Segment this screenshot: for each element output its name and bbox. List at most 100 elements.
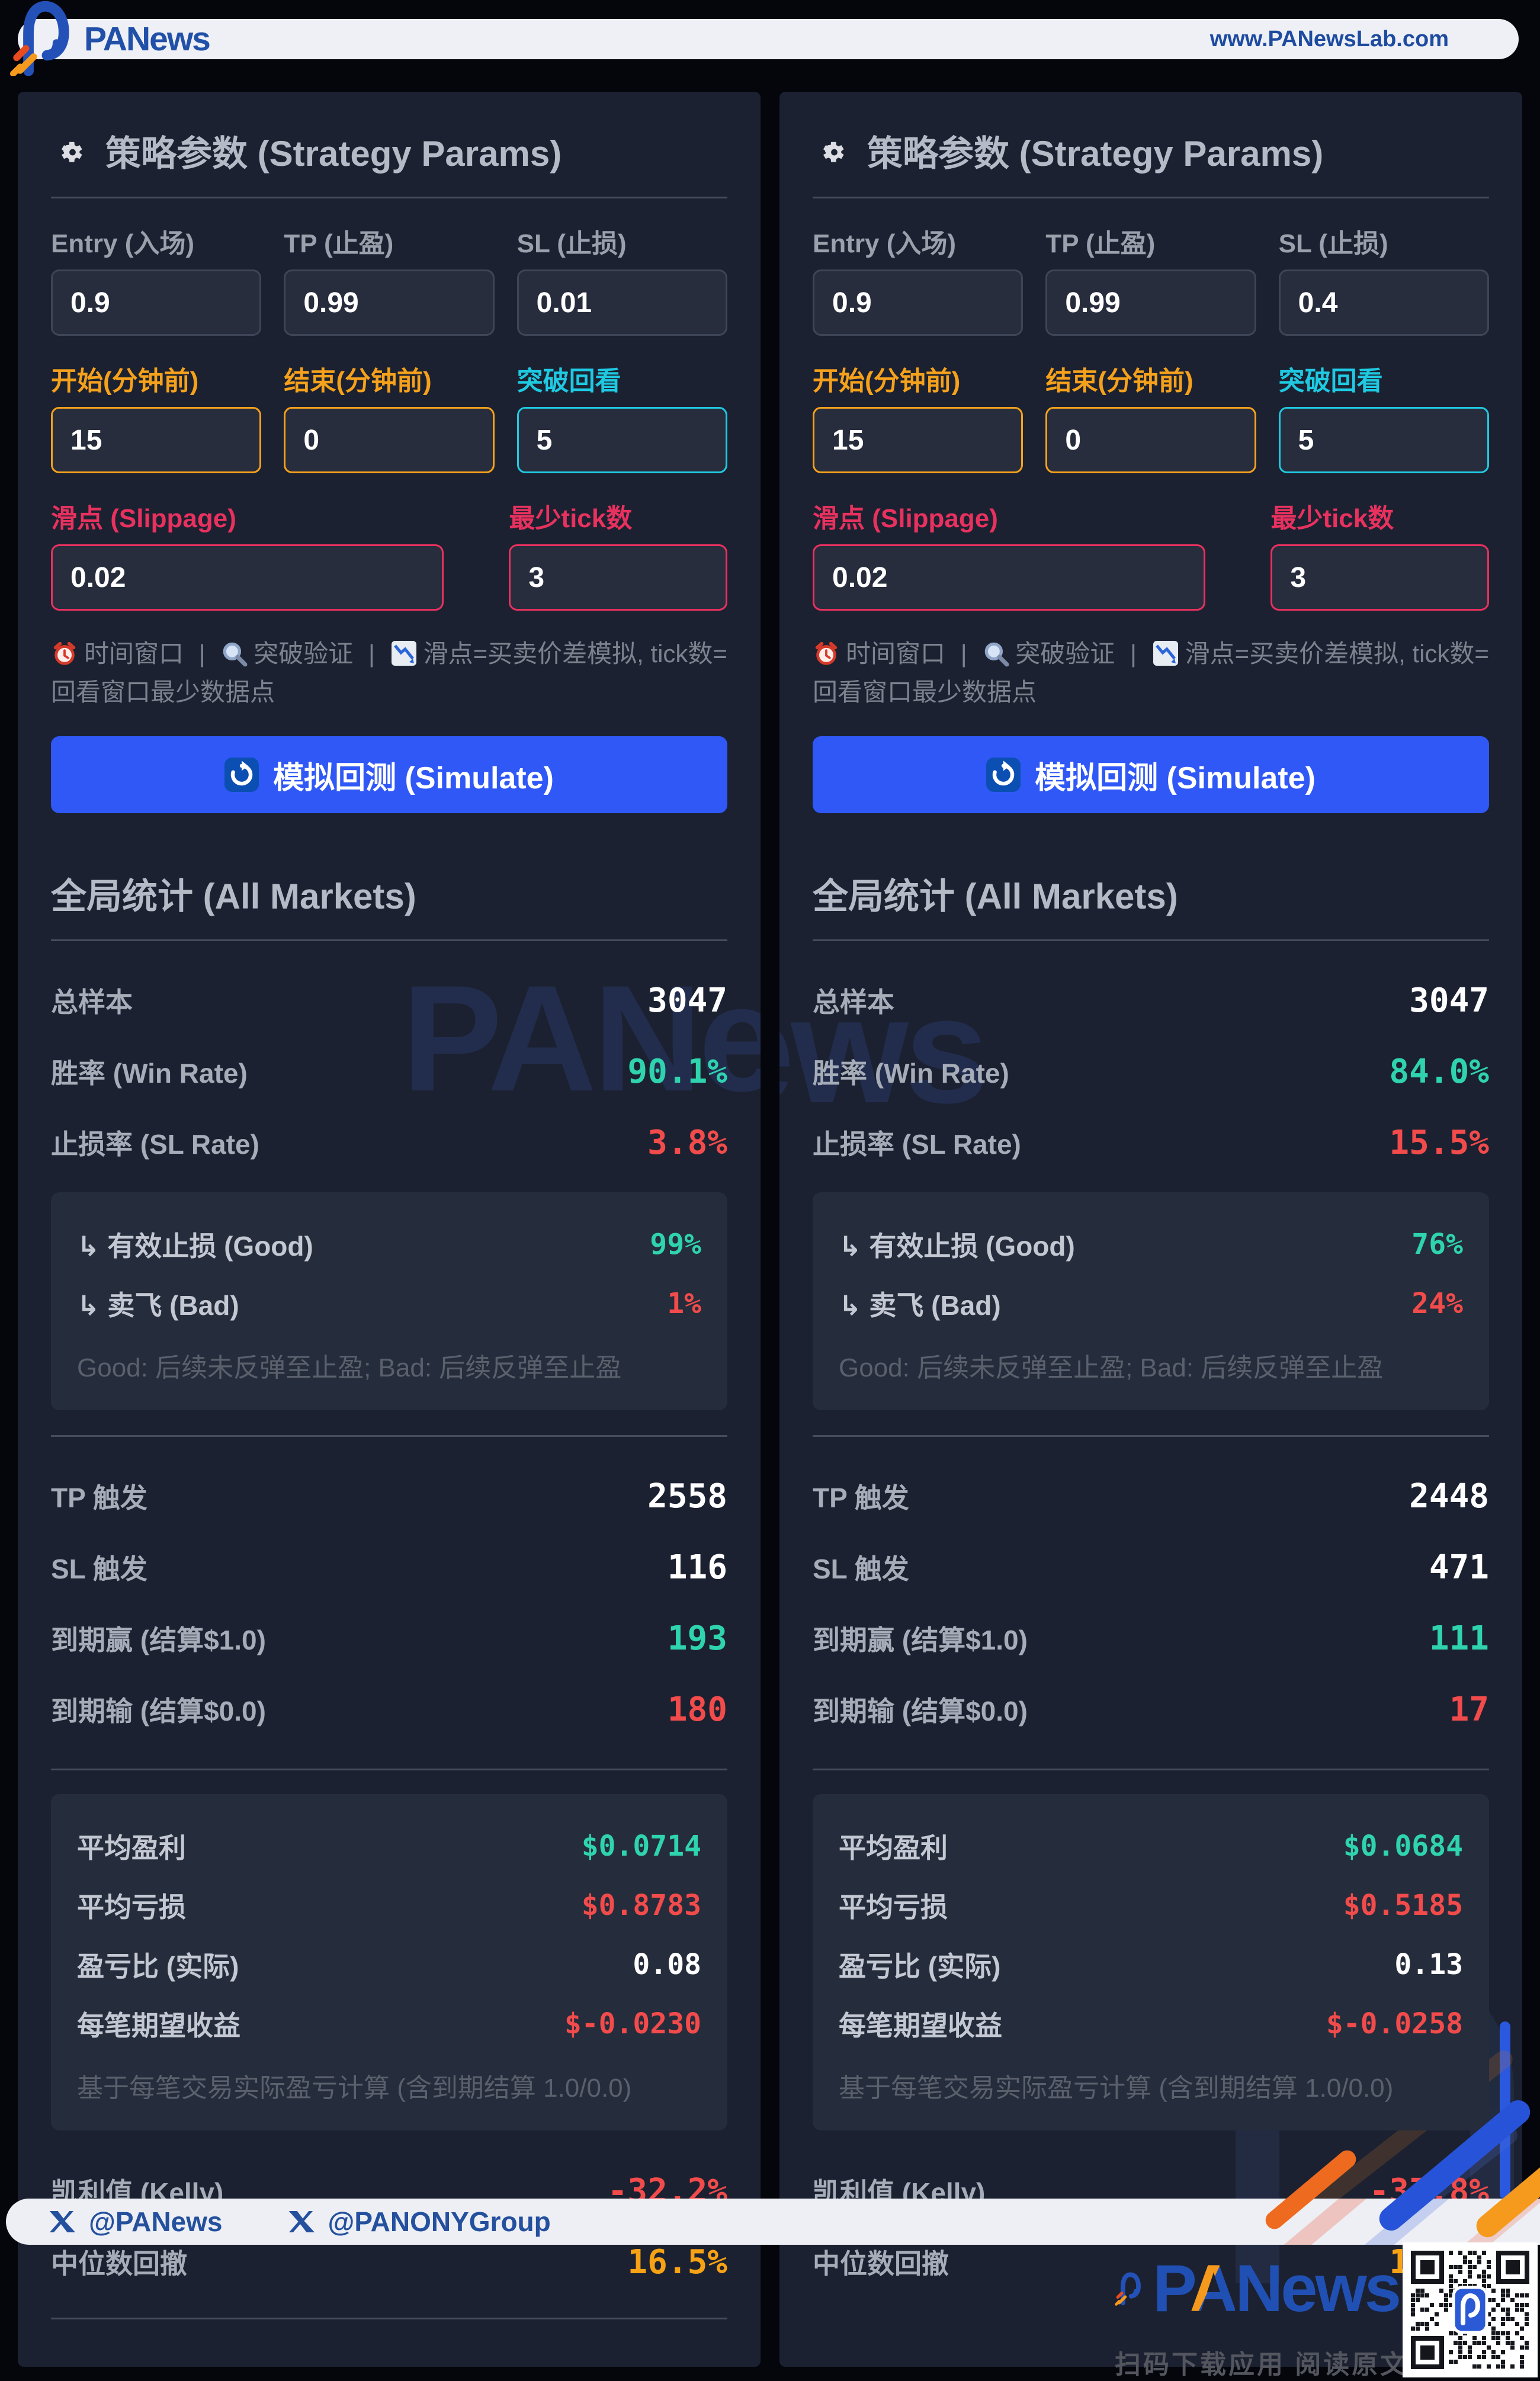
strategy-panel-right: PANews 策略参数 (Strategy Params) Entry (入场)… (779, 92, 1522, 2367)
sl-field: SL (止损) 0.01 (516, 222, 727, 336)
end-minutes-input[interactable]: 0 (284, 407, 495, 473)
tp-field: TP (止盈) 0.99 (284, 222, 495, 336)
simulate-button[interactable]: 模拟回测 (Simulate) (813, 736, 1489, 814)
stat-row-avg-loss: 平均亏损 $0.8783 (77, 1889, 701, 1923)
strategy-params-title: 策略参数 (Strategy Params) (813, 125, 1489, 177)
start-label: 开始(分钟前) (813, 367, 961, 396)
lookback-input[interactable]: 5 (516, 407, 727, 473)
calc-note: 基于每笔交易实际盈亏计算 (含到期结算 1.0/0.0) (77, 2074, 632, 2103)
footer-brand: PANews 扫码下载应用 阅读原文 (1115, 2246, 1409, 2381)
slippage-label: 滑点 (Slippage) (813, 504, 998, 533)
stat-row-expiry-lose: 到期输 (结算$0.0) 180 (51, 1690, 727, 1729)
min-ticks-label: 最少tick数 (509, 504, 633, 533)
lookback-label: 突破回看 (516, 367, 621, 396)
brand-name: PANews (84, 20, 211, 58)
stat-row-expiry-win: 到期赢 (结算$1.0) 111 (813, 1619, 1489, 1658)
stat-row-expiry-win: 到期赢 (结算$1.0) 193 (51, 1619, 727, 1658)
min-ticks-input[interactable]: 3 (1270, 544, 1489, 611)
footer-bar: @PANews @PANONYGroup (6, 2199, 1540, 2245)
x-twitter-icon (288, 2211, 315, 2232)
header-bar: PANews www.PANewsLab.com (18, 19, 1519, 59)
slippage-field: 滑点 (Slippage) 0.02 (813, 497, 1206, 611)
slippage-label: 滑点 (Slippage) (51, 504, 236, 533)
stat-row-sl-trigger: SL 触发 471 (813, 1548, 1489, 1587)
panews-logo-icon (8, 0, 73, 76)
lookback-field: 突破回看 5 (1278, 360, 1489, 473)
tp-label: TP (止盈) (284, 229, 394, 258)
sl-input[interactable]: 0.4 (1278, 269, 1489, 336)
entry-input[interactable]: 0.9 (813, 269, 1024, 336)
all-markets-title: 全局统计 (All Markets) (813, 877, 1178, 917)
stat-row-total: 总样本 3047 (51, 981, 727, 1020)
panews-logo-icon (1115, 2246, 1142, 2330)
twitter-handle-panews[interactable]: @PANews (49, 2206, 223, 2238)
start-minutes-input[interactable]: 15 (813, 407, 1024, 473)
start-minutes-input[interactable]: 15 (51, 407, 262, 473)
chart-down-icon (1152, 640, 1179, 667)
chart-down-icon (390, 640, 418, 667)
stat-row-sl-rate: 止损率 (SL Rate) 3.8% (51, 1123, 727, 1162)
entry-label: Entry (入场) (51, 229, 194, 258)
min-ticks-label: 最少tick数 (1270, 504, 1394, 533)
tp-input[interactable]: 0.99 (1045, 269, 1256, 336)
refresh-icon (986, 758, 1021, 792)
stat-row-pl-ratio: 盈亏比 (实际) 0.08 (77, 1948, 701, 1982)
sl-label: SL (止损) (516, 229, 627, 258)
end-label: 结束(分钟前) (1045, 367, 1194, 396)
stat-row-bad: ↳ 卖飞 (Bad) 1% (77, 1287, 701, 1321)
good-bad-note: Good: 后续未反弹至止盈; Bad: 后续反弹至止盈 (839, 1353, 1384, 1383)
gear-icon (823, 142, 844, 162)
entry-field: Entry (入场) 0.9 (813, 222, 1024, 336)
strategy-panel-left: PANews 策略参数 (Strategy Params) Entry (入场)… (18, 92, 761, 2367)
tp-field: TP (止盈) 0.99 (1045, 222, 1256, 336)
calc-note: 基于每笔交易实际盈亏计算 (含到期结算 1.0/0.0) (839, 2074, 1394, 2103)
stat-row-tp-trigger: TP 触发 2448 (813, 1477, 1489, 1516)
stat-row-expectancy: 每笔期望收益 $-0.0258 (839, 2007, 1463, 2042)
start-field: 开始(分钟前) 15 (813, 360, 1024, 473)
stat-row-avg-profit: 平均盈利 $0.0714 (77, 1830, 701, 1864)
min-ticks-field: 最少tick数 3 (1270, 497, 1489, 611)
params-info: 时间窗口 | 突破验证 | 滑点=买卖价差模拟, tick数=回看窗口最少数据点 (51, 640, 727, 707)
stat-row-sl-rate: 止损率 (SL Rate) 15.5% (813, 1123, 1489, 1162)
end-minutes-input[interactable]: 0 (1045, 407, 1256, 473)
start-label: 开始(分钟前) (51, 367, 199, 396)
strategy-params-title: 策略参数 (Strategy Params) (51, 125, 727, 177)
slippage-field: 滑点 (Slippage) 0.02 (51, 497, 444, 611)
entry-field: Entry (入场) 0.9 (51, 222, 262, 336)
stat-row-sl-trigger: SL 触发 116 (51, 1548, 727, 1587)
qr-code (1403, 2242, 1538, 2377)
search-icon (982, 640, 1009, 667)
sl-label: SL (止损) (1278, 229, 1388, 258)
stat-row-avg-profit: 平均盈利 $0.0684 (839, 1830, 1463, 1864)
stat-row-good: ↳ 有效止损 (Good) 76% (839, 1228, 1463, 1262)
pnl-box: 平均盈利 $0.0714 平均亏损 $0.8783 盈亏比 (实际) 0.08 每笔期… (51, 1794, 727, 2131)
brand-p: PANews (1153, 2251, 1401, 2325)
lookback-field: 突破回看 5 (516, 360, 727, 473)
start-field: 开始(分钟前) 15 (51, 360, 262, 473)
x-twitter-icon (49, 2211, 76, 2232)
slippage-input[interactable]: 0.02 (51, 544, 444, 611)
min-ticks-input[interactable]: 3 (509, 544, 727, 611)
params-info: 时间窗口 | 突破验证 | 滑点=买卖价差模拟, tick数=回看窗口最少数据点 (813, 640, 1489, 707)
simulate-button[interactable]: 模拟回测 (Simulate) (51, 736, 727, 814)
end-field: 结束(分钟前) 0 (1045, 360, 1256, 473)
good-bad-box: ↳ 有效止损 (Good) 76% ↳ 卖飞 (Bad) 24% Good: 后续未… (813, 1192, 1489, 1411)
tp-label: TP (止盈) (1045, 229, 1156, 258)
stat-row-pl-ratio: 盈亏比 (实际) 0.13 (839, 1948, 1463, 1982)
site-url[interactable]: www.PANewsLab.com (1209, 26, 1449, 52)
footer-brand-name: PANews (1153, 2250, 1401, 2327)
lookback-label: 突破回看 (1278, 367, 1383, 396)
twitter-handle-panonygroup[interactable]: @PANONYGroup (288, 2206, 551, 2238)
footer-tagline: 扫码下载应用 阅读原文 (1115, 2350, 1409, 2379)
pnl-box: 平均盈利 $0.0684 平均亏损 $0.5185 盈亏比 (实际) 0.13 每笔期… (813, 1794, 1489, 2131)
stat-row-expiry-lose: 到期输 (结算$0.0) 17 (813, 1690, 1489, 1729)
entry-input[interactable]: 0.9 (51, 269, 262, 336)
slippage-input[interactable]: 0.02 (813, 544, 1206, 611)
stat-row-total: 总样本 3047 (813, 981, 1489, 1020)
tp-input[interactable]: 0.99 (284, 269, 495, 336)
stat-row-win-rate: 胜率 (Win Rate) 90.1% (51, 1052, 727, 1091)
stat-row-good: ↳ 有效止损 (Good) 99% (77, 1228, 701, 1262)
stat-row-avg-loss: 平均亏损 $0.5185 (839, 1889, 1463, 1923)
sl-input[interactable]: 0.01 (516, 269, 727, 336)
lookback-input[interactable]: 5 (1278, 407, 1489, 473)
